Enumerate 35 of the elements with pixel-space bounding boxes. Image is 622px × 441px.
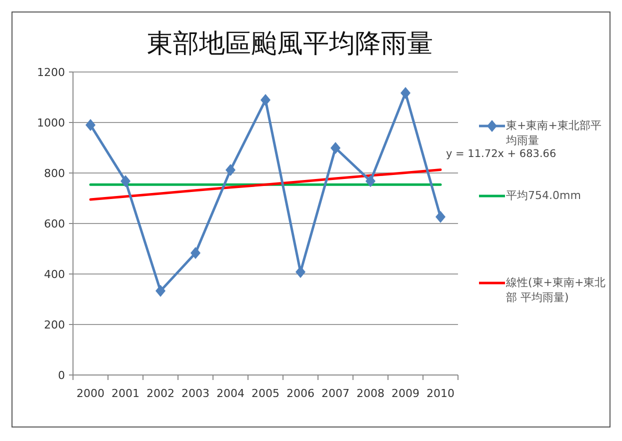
y-tick-label: 800 <box>44 167 65 180</box>
point <box>436 210 446 223</box>
annotation: y = 11.72x + 683.66 <box>446 148 556 160</box>
point <box>296 266 306 278</box>
y-tick-label: 600 <box>44 218 65 230</box>
point <box>86 119 96 132</box>
x-tick-label: 2000 <box>76 387 104 400</box>
x-tick-label: 2010 <box>426 387 454 400</box>
y-tick-label: 400 <box>44 268 65 281</box>
x-tick-label: 2001 <box>112 387 140 400</box>
point <box>330 142 340 154</box>
x-tick-label: 2005 <box>252 387 280 400</box>
point <box>156 284 166 297</box>
chart-title: 東部地區颱風平均降雨量 <box>147 29 433 59</box>
point <box>400 86 410 99</box>
x-tick-label: 2002 <box>146 387 174 400</box>
point <box>226 164 236 176</box>
y-tick-label: 0 <box>58 369 65 382</box>
x-tick-label: 2004 <box>216 387 244 400</box>
point <box>260 94 270 106</box>
point <box>366 175 376 188</box>
x-tick-label: 2006 <box>286 387 314 400</box>
y-tick-label: 1200 <box>37 66 65 79</box>
point <box>190 247 200 260</box>
y-tick-label: 200 <box>44 318 65 332</box>
legend-label: 線性(東+東南+東北部 平均雨量) <box>506 275 606 305</box>
legend-label: 平均754.0mm <box>506 188 582 203</box>
legend-label: 東+東南+東北部平均雨量 <box>506 118 602 148</box>
line-series <box>89 168 442 201</box>
x-tick-label: 2007 <box>322 387 350 400</box>
point <box>120 175 130 188</box>
y-tick-label: 1000 <box>37 116 65 130</box>
x-tick-label: 2009 <box>392 387 420 400</box>
x-tick-label: 2003 <box>182 387 210 400</box>
x-tick-label: 2008 <box>356 387 384 400</box>
